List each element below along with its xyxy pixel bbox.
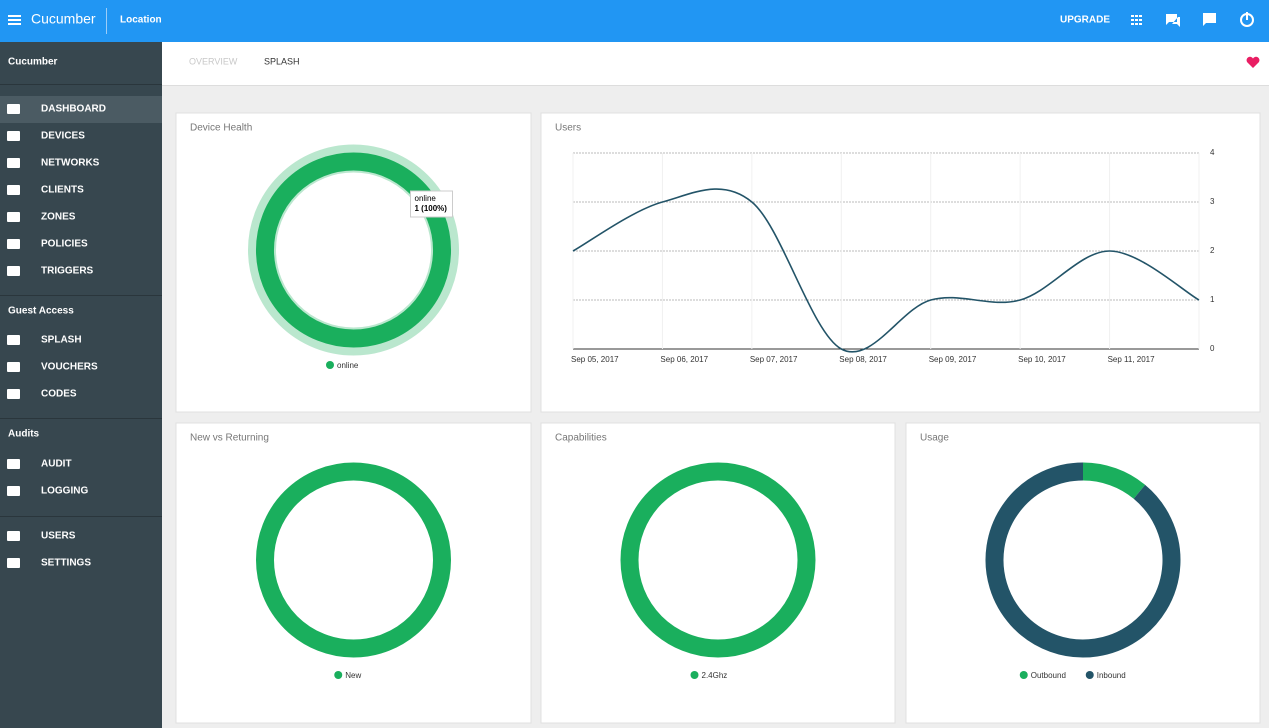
- app-name[interactable]: Cucumber: [31, 11, 96, 27]
- y-tick-label: 0: [1210, 344, 1215, 353]
- nav-item[interactable]: AUDIT: [41, 459, 72, 470]
- legend-swatch: [326, 361, 334, 369]
- nav-item[interactable]: DEVICES: [41, 131, 85, 142]
- sidebar-title: Cucumber: [8, 57, 58, 68]
- nav-item[interactable]: NETWORKS: [41, 158, 100, 169]
- nav-icon: [7, 486, 20, 496]
- chat-icon[interactable]: [1166, 14, 1180, 27]
- apps-icon[interactable]: [1131, 15, 1142, 25]
- tab-bar: [162, 42, 1269, 85]
- legend-label: Inbound: [1097, 671, 1126, 680]
- donut-slice: [1082, 462, 1146, 499]
- x-tick-label: Sep 07, 2017: [750, 355, 798, 364]
- nav-item[interactable]: POLICIES: [41, 239, 88, 250]
- x-tick-label: Sep 11, 2017: [1108, 355, 1156, 364]
- divider: [0, 418, 162, 419]
- tooltip-label: online: [415, 194, 437, 203]
- header-bar: [0, 0, 1269, 42]
- x-tick-label: Sep 08, 2017: [839, 355, 887, 364]
- card: [540, 112, 1261, 413]
- nav-icon: [7, 531, 20, 541]
- donut-slice: [985, 462, 1181, 658]
- nav-item[interactable]: VOUCHERS: [41, 362, 98, 373]
- x-tick-label: Sep 10, 2017: [1018, 355, 1066, 364]
- section-heading: Audits: [8, 429, 40, 440]
- card-title: New vs Returning: [190, 433, 269, 444]
- section-heading: Guest Access: [8, 306, 74, 317]
- legend-swatch: [1085, 671, 1094, 679]
- nav-icon: [7, 104, 20, 114]
- x-tick-label: Sep 09, 2017: [929, 355, 977, 364]
- line-series: [572, 188, 1200, 353]
- legend-label: New: [345, 671, 361, 680]
- card-title: Users: [555, 123, 581, 134]
- legend-label: Outbound: [1031, 671, 1066, 680]
- nav-item[interactable]: CLIENTS: [41, 185, 84, 196]
- x-tick-label: Sep 05, 2017: [571, 355, 619, 364]
- y-tick-label: 4: [1210, 148, 1215, 157]
- nav-item[interactable]: ZONES: [41, 212, 76, 223]
- nav-item[interactable]: LOGGING: [41, 486, 88, 497]
- divider: [0, 295, 162, 296]
- nav-icon: [7, 335, 20, 345]
- nav-item[interactable]: SPLASH: [41, 335, 82, 346]
- nav-item[interactable]: SETTINGS: [41, 558, 91, 569]
- legend-label: 2.4Ghz: [702, 671, 728, 680]
- header-divider: [106, 8, 107, 34]
- sidebar: [0, 42, 162, 728]
- nav-icon: [7, 459, 20, 469]
- nav-item[interactable]: USERS: [41, 531, 76, 542]
- tooltip: [410, 190, 453, 218]
- nav-item[interactable]: DASHBOARD: [41, 104, 106, 115]
- legend-swatch: [1019, 671, 1028, 679]
- card-title: Usage: [920, 433, 949, 444]
- nav-icon: [7, 558, 20, 568]
- nav-icon: [7, 185, 20, 195]
- tab[interactable]: OVERVIEW: [189, 56, 238, 66]
- power-icon-bar: [1246, 12, 1248, 20]
- legend-swatch: [690, 671, 699, 679]
- nav-item[interactable]: CODES: [41, 389, 77, 400]
- nav-icon: [7, 362, 20, 372]
- menu-icon[interactable]: [8, 15, 21, 25]
- y-tick-label: 3: [1210, 197, 1215, 206]
- legend-swatch: [334, 671, 343, 679]
- tab[interactable]: SPLASH: [264, 56, 300, 66]
- nav-icon: [7, 131, 20, 141]
- tab-bar-border: [162, 85, 1269, 86]
- divider: [0, 516, 162, 517]
- nav-icon: [7, 212, 20, 222]
- legend-label: online: [337, 361, 359, 370]
- nav-icon: [7, 389, 20, 399]
- y-tick-label: 2: [1210, 246, 1215, 255]
- divider: [0, 84, 162, 85]
- card: [175, 112, 532, 413]
- y-tick-label: 1: [1210, 295, 1215, 304]
- feedback-icon[interactable]: [1203, 13, 1216, 26]
- nav-icon: [7, 158, 20, 168]
- upgrade-button[interactable]: UPGRADE: [1060, 15, 1110, 26]
- x-tick-label: Sep 06, 2017: [660, 355, 708, 364]
- tooltip-value: 1 (100%): [415, 204, 448, 213]
- card-title: Device Health: [190, 123, 252, 134]
- donut-slice: [620, 462, 816, 658]
- card-title: Capabilities: [555, 433, 607, 444]
- nav-icon: [7, 239, 20, 249]
- nav-item[interactable]: TRIGGERS: [41, 266, 94, 277]
- favorite-icon[interactable]: [1246, 56, 1260, 68]
- nav-icon: [7, 266, 20, 276]
- donut-slice: [256, 462, 451, 658]
- active-item-bg: [0, 96, 162, 123]
- location[interactable]: Location: [120, 15, 162, 26]
